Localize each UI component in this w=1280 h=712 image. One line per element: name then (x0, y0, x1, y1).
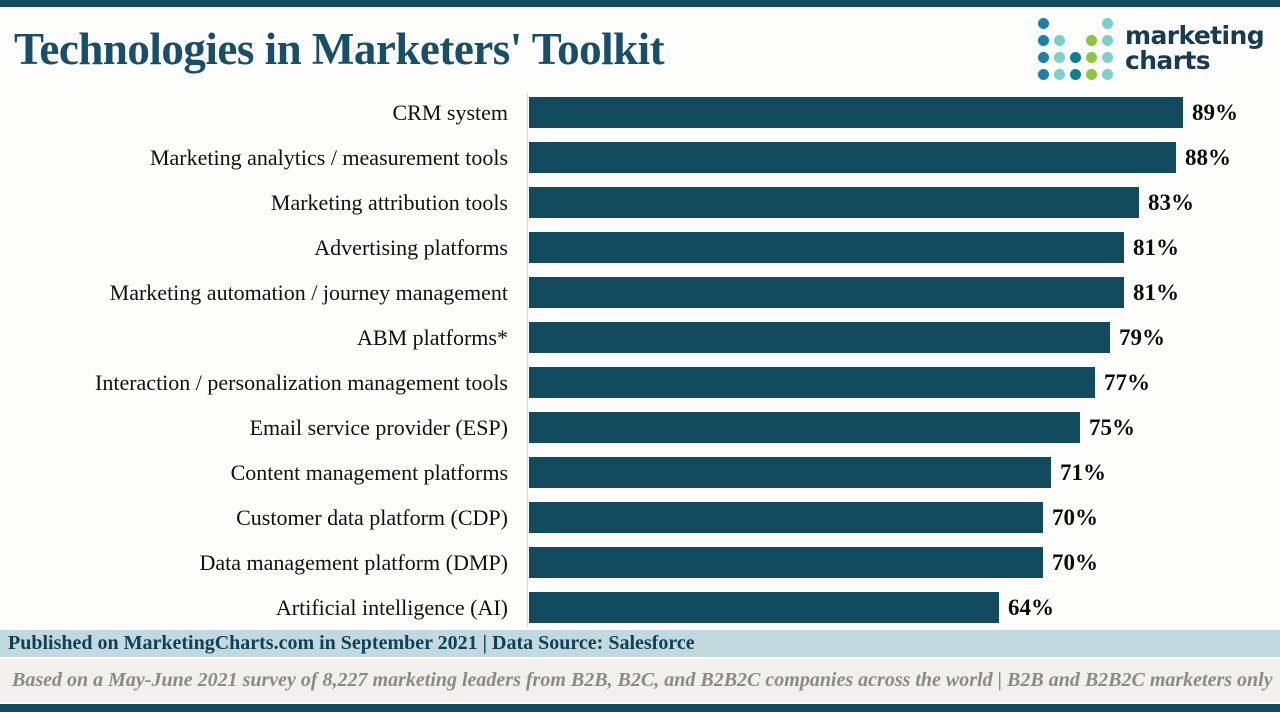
logo-dot-icon (1086, 68, 1098, 80)
methodology-note: Based on a May-June 2021 survey of 8,227… (0, 657, 1280, 704)
bar-row: Email service provider (ESP) 75% (0, 405, 1280, 450)
bar (529, 232, 1124, 263)
bar (529, 97, 1183, 128)
bottom-border (0, 704, 1280, 712)
publication-text: Published on MarketingCharts.com in Sept… (8, 632, 695, 654)
value-label: 81% (1133, 234, 1179, 260)
bar-row: Customer data platform (CDP) 70% (0, 495, 1280, 540)
value-label: 81% (1133, 279, 1179, 305)
bar (529, 367, 1095, 398)
category-label: Interaction / personalization management… (95, 369, 508, 395)
logo-dot-icon (1102, 34, 1114, 46)
value-label: 71% (1060, 459, 1106, 485)
bar-area: 75% (508, 412, 1280, 443)
logo-dot-icon (1086, 34, 1098, 46)
logo-word-charts: charts (1125, 45, 1211, 75)
logo-dot-icon (1038, 51, 1050, 63)
category-label: Advertising platforms (314, 234, 508, 260)
bar (529, 142, 1176, 173)
value-label: 79% (1119, 324, 1165, 350)
bar-area: 70% (508, 502, 1280, 533)
bar-row: ABM platforms* 79% (0, 315, 1280, 360)
bar (529, 412, 1080, 443)
bar-area: 77% (508, 367, 1280, 398)
value-label: 70% (1052, 504, 1098, 530)
bar (529, 547, 1043, 578)
logo-dot-icon (1102, 68, 1114, 80)
logo-wordmark: marketing charts (1125, 21, 1265, 75)
logo-dot-icon (1054, 34, 1066, 46)
bar-area: 71% (508, 457, 1280, 488)
bar-row: Marketing attribution tools 83% (0, 180, 1280, 225)
value-label: 64% (1008, 594, 1054, 620)
bar-area: 88% (508, 142, 1280, 173)
logo-dot-icon (1038, 68, 1050, 80)
marketingcharts-logo: marketing charts (1038, 17, 1265, 80)
top-border (0, 0, 1280, 7)
bar-area: 83% (508, 187, 1280, 218)
bar (529, 277, 1124, 308)
y-axis-line (527, 93, 528, 627)
methodology-text: Based on a May-June 2021 survey of 8,227… (12, 669, 1273, 691)
logo-dot-icon (1070, 68, 1082, 80)
value-label: 89% (1192, 99, 1238, 125)
category-label: Marketing analytics / measurement tools (149, 144, 508, 170)
publication-banner: Published on MarketingCharts.com in Sept… (0, 630, 1280, 657)
bar-rows: CRM system 89% Marketing analytics / mea… (0, 90, 1280, 630)
bar-row: Advertising platforms 81% (0, 225, 1280, 270)
category-label: Artificial intelligence (AI) (275, 594, 508, 620)
logo-dot-icon (1086, 51, 1098, 63)
bar (529, 502, 1043, 533)
page-title: Technologies in Marketers' Toolkit (14, 23, 665, 74)
bar-area: 89% (508, 97, 1280, 128)
logo-word-marketing: marketing (1125, 21, 1265, 50)
bar-row: Marketing analytics / measurement tools … (0, 135, 1280, 180)
category-label: Marketing automation / journey managemen… (109, 279, 508, 305)
logo-dot-icon (1038, 34, 1050, 46)
bar (529, 592, 999, 623)
bar-row: Interaction / personalization management… (0, 360, 1280, 405)
bar-area: 81% (508, 277, 1280, 308)
logo-dot-icon (1102, 51, 1114, 63)
bar (529, 322, 1110, 353)
category-label: Email service provider (ESP) (249, 414, 508, 440)
bar-row: Marketing automation / journey managemen… (0, 270, 1280, 315)
bar-area: 64% (508, 592, 1280, 623)
logo-dot-icon (1102, 17, 1114, 29)
logo-dot-icon (1054, 68, 1066, 80)
value-label: 83% (1148, 189, 1194, 215)
bar-row: Content management platforms 71% (0, 450, 1280, 495)
bar (529, 187, 1139, 218)
category-label: Marketing attribution tools (270, 189, 508, 215)
value-label: 77% (1104, 369, 1150, 395)
bar-row: Data management platform (DMP) 70% (0, 540, 1280, 585)
bar-area: 81% (508, 232, 1280, 263)
bar-row: CRM system 89% (0, 90, 1280, 135)
logo-dots-icon (1038, 17, 1114, 80)
category-label: Data management platform (DMP) (199, 549, 508, 575)
logo-dot-icon (1054, 51, 1066, 63)
bar-area: 70% (508, 547, 1280, 578)
bar-area: 79% (508, 322, 1280, 353)
value-label: 70% (1052, 549, 1098, 575)
category-label: Customer data platform (CDP) (236, 504, 508, 530)
logo-dot-icon (1038, 17, 1050, 29)
bar-row: Artificial intelligence (AI) 64% (0, 585, 1280, 630)
category-label: ABM platforms* (357, 324, 508, 350)
bar-chart: CRM system 89% Marketing analytics / mea… (0, 90, 1280, 630)
header: Technologies in Marketers' Toolkit marke… (0, 7, 1280, 90)
value-label: 88% (1185, 144, 1231, 170)
category-label: Content management platforms (230, 459, 508, 485)
value-label: 75% (1089, 414, 1135, 440)
logo-dot-icon (1070, 51, 1082, 63)
category-label: CRM system (392, 99, 508, 125)
bar (529, 457, 1051, 488)
